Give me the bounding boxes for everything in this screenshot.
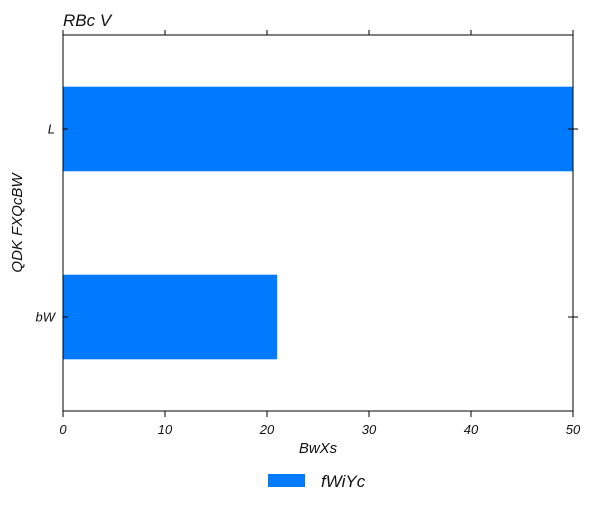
plot-area-frame — [62, 34, 574, 412]
x-tick-label: 30 — [362, 422, 377, 437]
legend-label: fWiYc — [321, 472, 366, 491]
y-tick-label: L — [48, 122, 55, 137]
x-tick-label: 20 — [259, 422, 275, 437]
x-tick-label: 10 — [158, 422, 173, 437]
x-tick-label: 50 — [566, 422, 581, 437]
chart-title: RBc V — [63, 11, 113, 30]
x-tick-label: 40 — [464, 422, 479, 437]
x-axis-label: BwXs — [299, 440, 338, 457]
legend: fWiYc — [268, 472, 366, 491]
y-tick-label: bW — [36, 310, 57, 325]
bar — [63, 86, 573, 172]
legend-swatch — [268, 474, 305, 487]
y-axis-label: QDK FXQcBW — [9, 172, 26, 273]
bar — [63, 274, 278, 360]
ticks-layer: LbW 0 10 20 30 40 50 — [36, 30, 581, 437]
x-tick-label: 0 — [59, 422, 67, 437]
bars-layer — [63, 86, 573, 360]
